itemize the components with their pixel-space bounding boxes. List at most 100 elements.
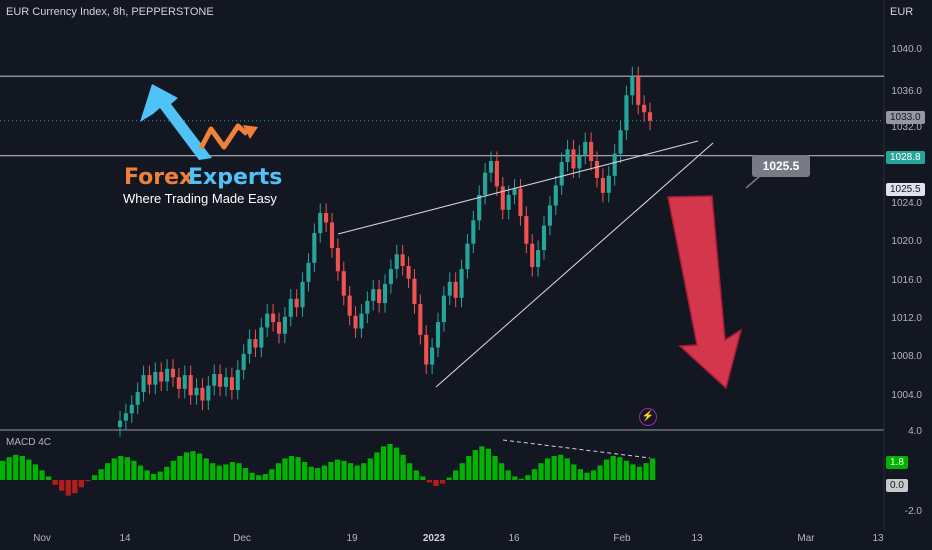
macd-bar — [105, 463, 111, 480]
logo-zigzag-icon — [198, 123, 249, 150]
macd-bar — [19, 456, 25, 480]
candle — [259, 327, 264, 348]
candle — [382, 283, 388, 304]
candle — [559, 162, 564, 186]
macd-bar — [453, 470, 459, 480]
lightning-icon[interactable]: ⚡ — [639, 408, 657, 426]
macd-bar — [131, 460, 137, 480]
macd-bar — [98, 469, 104, 480]
y-tick-label: 1004.0 — [891, 390, 922, 401]
logo-zigzag-arrowhead-icon — [243, 125, 258, 139]
candle — [612, 153, 617, 176]
candle — [600, 177, 605, 193]
candle — [223, 377, 229, 387]
macd-bar — [151, 474, 157, 480]
candle — [412, 278, 417, 305]
candle — [536, 250, 541, 267]
candle — [341, 271, 346, 296]
y-tick-label: 1008.0 — [891, 351, 922, 362]
divergence-line — [502, 439, 651, 459]
macd-bar — [558, 454, 564, 480]
y-tick-label: 1016.0 — [891, 275, 922, 286]
y-tick-label: 1040.0 — [891, 44, 922, 55]
macd-bar — [479, 446, 485, 480]
candle — [365, 300, 370, 314]
logo-word-experts: Experts — [188, 165, 283, 190]
macd-bar — [564, 458, 570, 480]
macd-bar — [157, 471, 163, 480]
candle — [147, 375, 152, 385]
candle — [447, 281, 452, 296]
candle — [194, 387, 199, 396]
logo-up-arrow-icon — [140, 84, 212, 160]
macd-bar — [498, 463, 505, 480]
x-tick-label: 13 — [691, 533, 703, 544]
candle — [123, 413, 128, 421]
candle — [400, 254, 405, 266]
macd-bar — [111, 458, 117, 480]
y-tick-label: -2.0 — [904, 506, 922, 517]
macd-bar — [190, 451, 196, 480]
macd-bar — [420, 476, 426, 480]
candle — [594, 161, 600, 178]
candle — [288, 298, 293, 317]
candle — [265, 313, 270, 328]
macd-bar — [610, 456, 616, 480]
indicator-label[interactable]: MACD 4C — [6, 437, 52, 448]
macd-bar — [544, 458, 551, 480]
x-tick-label: 16 — [508, 533, 520, 544]
macd-bar — [164, 466, 170, 480]
candle — [577, 154, 582, 169]
macd-bar — [196, 453, 203, 480]
candle — [547, 205, 552, 226]
macd-bar — [118, 456, 124, 480]
macd-bar — [341, 460, 347, 480]
logo-tagline: Where Trading Made Easy — [123, 191, 277, 206]
macd-bar — [551, 456, 557, 480]
macd-bar — [249, 472, 255, 480]
candle — [329, 222, 335, 248]
candle — [630, 76, 635, 96]
candle — [377, 289, 382, 304]
macd-bar — [361, 463, 367, 480]
macd-bar — [426, 480, 433, 483]
candle — [541, 225, 547, 251]
candle — [324, 212, 329, 223]
macd-bar — [269, 469, 275, 480]
macd-bar — [439, 480, 446, 484]
macd-bar — [210, 463, 216, 480]
candle — [506, 194, 511, 210]
macd-bar — [354, 465, 360, 480]
candle — [306, 262, 311, 282]
macd-bar — [531, 469, 538, 480]
macd-bar — [91, 475, 98, 480]
macd-bar — [518, 478, 524, 480]
candle — [494, 161, 499, 187]
candle — [182, 375, 187, 389]
macd-bar — [400, 454, 406, 480]
x-tick-label: 19 — [346, 533, 358, 544]
macd-bar — [183, 452, 190, 480]
price-tag: 1025.5 — [886, 183, 925, 196]
price-tag: 1033.0 — [886, 111, 925, 124]
macd-bar — [288, 456, 295, 480]
candle — [188, 375, 193, 396]
candle — [218, 374, 223, 387]
macd-bar — [380, 446, 387, 480]
candle — [212, 374, 217, 386]
macd-bar — [393, 447, 400, 480]
macd-bar — [584, 472, 590, 480]
candle — [282, 316, 287, 334]
candle — [624, 95, 629, 131]
y-tick-label: 1032.0 — [891, 122, 922, 133]
macd-bar — [144, 470, 150, 480]
candle — [618, 130, 623, 154]
macd-bar — [177, 456, 183, 480]
candle — [312, 233, 317, 263]
y-tick-label: 4.0 — [908, 426, 922, 437]
candle — [371, 289, 376, 301]
candle — [565, 149, 570, 163]
macd-bar — [242, 468, 249, 480]
macd-bar — [617, 457, 623, 480]
